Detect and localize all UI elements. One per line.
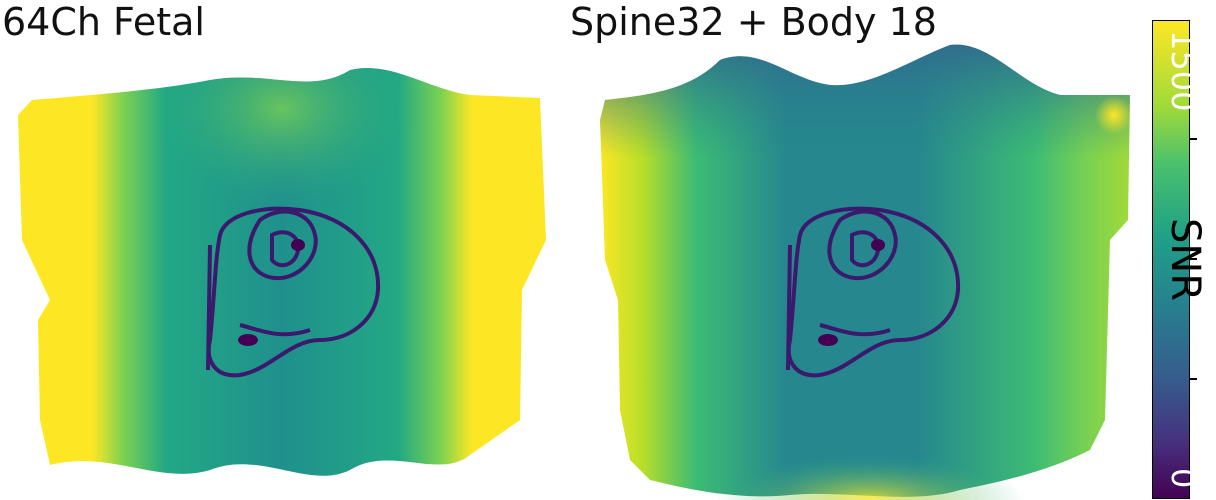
right-panel-title: Spine32 + Body 18 xyxy=(570,0,937,44)
left-fetus-outline xyxy=(206,206,381,378)
right-fetus-outline xyxy=(786,206,961,378)
colorbar-tick xyxy=(1189,378,1197,380)
snr-map-64ch-fetal xyxy=(10,40,558,500)
colorbar-title: SNR xyxy=(1162,218,1208,302)
left-panel-title: 64Ch Fetal xyxy=(2,0,205,44)
snr-map-spine32-body18 xyxy=(590,40,1138,500)
colorbar-tick xyxy=(1189,258,1197,260)
colorbar-tick xyxy=(1189,138,1197,140)
snr-colorbar xyxy=(1152,20,1190,499)
colorbar-min-label: 0 xyxy=(1164,468,1202,489)
colorbar-max-label: 1500 xyxy=(1164,30,1202,112)
